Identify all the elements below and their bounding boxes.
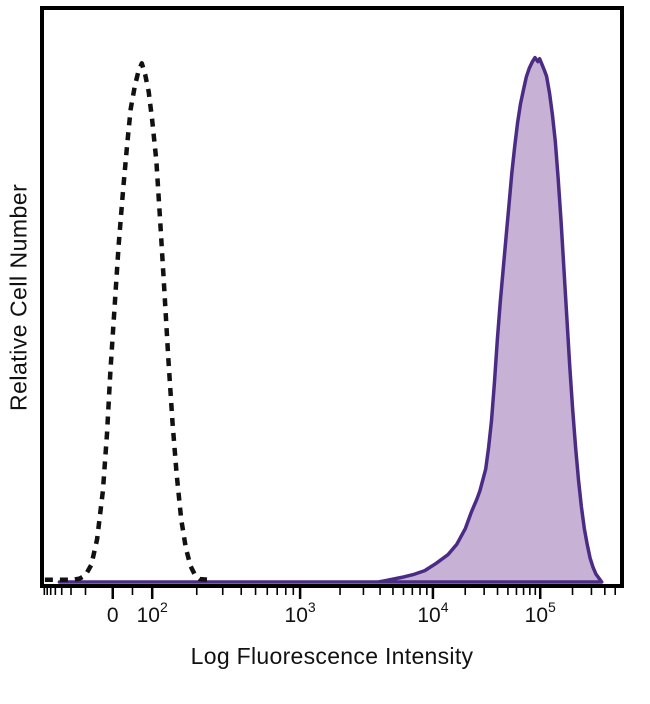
x-tick-label: 0 <box>107 604 119 627</box>
control-histogram-curve <box>44 61 208 582</box>
x-axis-label: Log Fluorescence Intensity <box>190 643 474 669</box>
x-tick-label: 105 <box>525 599 556 627</box>
stained-histogram-curve <box>57 55 604 584</box>
x-tick-label: 103 <box>285 599 316 627</box>
x-tick-label: 104 <box>417 599 448 627</box>
x-tick-label: 102 <box>137 599 168 627</box>
plot-border <box>40 6 624 588</box>
